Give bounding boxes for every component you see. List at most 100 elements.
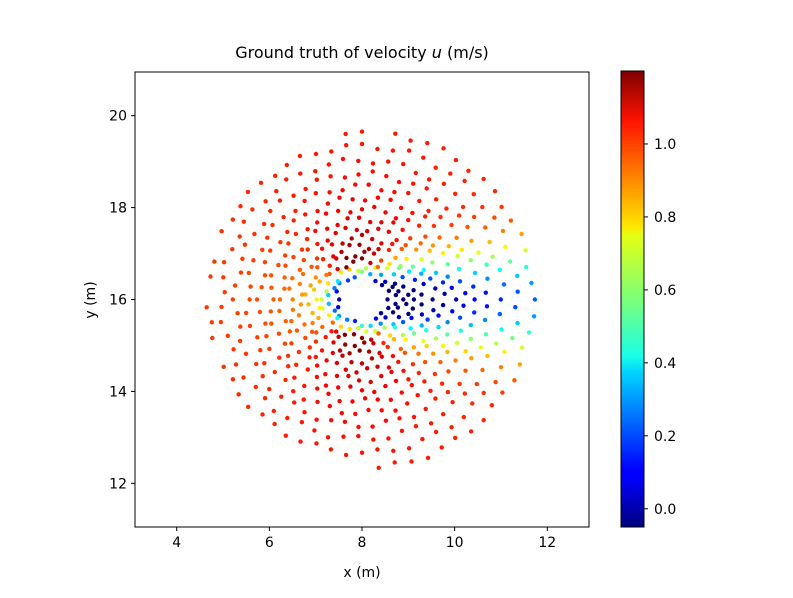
scatter-point	[342, 175, 348, 180]
scatter-point	[392, 189, 397, 195]
scatter-point	[472, 310, 477, 315]
scatter-point	[345, 317, 350, 322]
scatter-point	[359, 141, 365, 147]
scatter-point	[424, 328, 429, 333]
scatter-point	[405, 401, 410, 406]
scatter-point	[411, 414, 417, 420]
scatter-point	[411, 345, 417, 350]
scatter-point	[351, 259, 356, 264]
scatter-point	[337, 195, 342, 200]
scatter-point	[416, 351, 421, 356]
scatter-point	[386, 159, 391, 164]
scatter-point	[441, 343, 446, 349]
scatter-point	[463, 368, 468, 373]
y-tick-label: 18	[109, 201, 127, 217]
scatter-point	[347, 242, 352, 248]
scatter-point	[297, 153, 303, 159]
scatter-point	[400, 227, 405, 232]
scatter-point	[424, 343, 429, 349]
scatter-point	[315, 386, 320, 391]
scatter-point	[499, 327, 504, 332]
scatter-point	[357, 348, 362, 353]
scatter-point	[410, 210, 415, 216]
scatter-point	[379, 241, 384, 246]
scatter-point	[370, 161, 376, 166]
scatter-point	[450, 309, 455, 314]
title-prefix: Ground truth of velocity	[235, 43, 432, 62]
scatter-point	[419, 323, 424, 328]
scatter-point	[412, 277, 418, 282]
scatter-point	[329, 242, 335, 247]
scatter-point	[386, 229, 391, 234]
scatter-point	[453, 435, 458, 441]
scatter-point	[378, 311, 384, 316]
scatter-point	[290, 297, 295, 302]
scatter-point	[430, 243, 436, 248]
scatter-point	[396, 179, 402, 185]
scatter-point	[468, 336, 474, 341]
scatter-point	[306, 302, 311, 307]
scatter-point	[264, 334, 269, 339]
scatter-point	[410, 306, 415, 311]
x-tick-label: 6	[265, 535, 274, 551]
scatter-point	[417, 198, 422, 204]
scatter-point	[476, 250, 481, 255]
scatter-point	[489, 403, 494, 408]
scatter-point	[212, 259, 217, 264]
scatter-point	[497, 267, 503, 273]
scatter-point	[487, 239, 492, 245]
scatter-point	[359, 361, 365, 366]
scatter-point	[392, 460, 397, 465]
scatter-point	[365, 366, 370, 371]
scatter-point	[286, 241, 291, 246]
scatter-point	[274, 189, 279, 194]
scatter-point	[343, 131, 348, 137]
scatter-point	[471, 284, 476, 289]
scatter-point	[375, 264, 380, 270]
scatter-point	[268, 273, 274, 278]
scatter-point	[389, 369, 394, 375]
colorbar-tick-label: 0.6	[654, 283, 676, 299]
scatter-point	[232, 283, 238, 288]
scatter-point	[532, 297, 538, 302]
scatter-point	[310, 320, 315, 326]
scatter-point	[320, 257, 326, 262]
scatter-point	[339, 410, 344, 416]
scatter-point	[291, 254, 296, 260]
colorbar-axis: 0.0 0.2 0.4 0.6 0.8 1.0	[644, 137, 676, 518]
scatter-point	[448, 171, 453, 176]
scatter-point	[481, 390, 486, 396]
scatter-point	[320, 324, 325, 330]
scatter-point	[445, 274, 450, 279]
colorbar-tick-label: 0.4	[654, 356, 676, 372]
scatter-point	[413, 170, 418, 176]
scatter-point	[379, 258, 384, 263]
scatter-point	[378, 272, 384, 277]
scatter-point	[515, 273, 520, 279]
scatter-point	[400, 319, 406, 325]
scatter-point	[315, 241, 320, 247]
scatter-point	[379, 354, 384, 359]
scatter-point	[210, 335, 215, 341]
scatter-point	[325, 435, 331, 440]
scatter-point	[368, 323, 373, 328]
scatter-point	[406, 377, 411, 382]
scatter-point	[359, 256, 365, 261]
scatter-point	[382, 325, 387, 330]
scatter-point	[303, 186, 308, 192]
scatter-point	[462, 391, 467, 396]
scatter-point	[472, 297, 477, 302]
scatter-point	[319, 297, 324, 302]
scatter-point	[329, 329, 334, 334]
scatter-point	[390, 353, 396, 359]
scatter-point	[356, 424, 361, 430]
y-tick-label: 14	[109, 384, 127, 400]
scatter-point	[294, 328, 300, 333]
scatter-point	[381, 340, 386, 346]
scatter-point	[427, 248, 432, 253]
scatter-point	[465, 224, 470, 230]
scatter-point	[341, 434, 346, 439]
scatter-point	[331, 254, 336, 259]
x-tick-label: 8	[358, 535, 367, 551]
scatter-point	[325, 281, 331, 286]
